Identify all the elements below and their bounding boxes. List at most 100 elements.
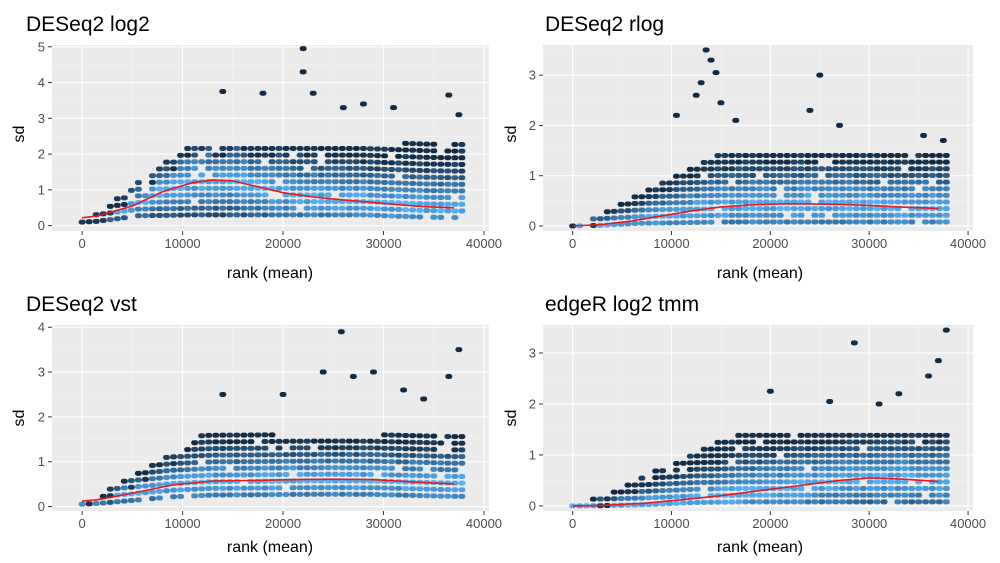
- hex-cell: [672, 193, 680, 199]
- hex-cell: [296, 145, 304, 151]
- hex-cell: [120, 478, 128, 484]
- y-axis-label: sd: [11, 126, 28, 143]
- hex-cell: [184, 199, 192, 205]
- hex-cell: [219, 459, 227, 465]
- hex-cell: [395, 207, 403, 213]
- hex-cell: [163, 468, 171, 474]
- hex-cell: [310, 458, 318, 464]
- hex-cell: [352, 491, 360, 497]
- hex-cell: [324, 192, 332, 198]
- hex-cell: [444, 195, 452, 201]
- hex-cell: [880, 446, 888, 452]
- hex-cell: [942, 472, 950, 478]
- hex-cell: [728, 466, 736, 472]
- hex-cell: [345, 491, 353, 497]
- hex-cell: [672, 206, 680, 212]
- hex-cell: [191, 453, 199, 459]
- hex-cell: [261, 452, 269, 458]
- hex-cell: [721, 499, 729, 505]
- hex-cell: [148, 482, 156, 488]
- hex-cell: [755, 219, 763, 225]
- hex-cell: [928, 499, 936, 505]
- hex-cell: [366, 192, 374, 198]
- hex-cell: [331, 438, 339, 444]
- hex-cell: [839, 472, 847, 478]
- hex-cell: [366, 458, 374, 464]
- hex-cell: [205, 165, 213, 171]
- hex-cell: [212, 199, 220, 205]
- hex-cell: [233, 492, 241, 498]
- hex-cell: [430, 466, 438, 472]
- hex-cell: [901, 179, 909, 185]
- hex-cell: [825, 219, 833, 225]
- hex-cell: [388, 452, 396, 458]
- hex-cell: [212, 492, 220, 498]
- hex-cell: [402, 486, 410, 492]
- hex-cell: [762, 199, 770, 205]
- hex-cell: [184, 159, 192, 165]
- hex-cell: [852, 179, 860, 185]
- hex-cell: [659, 180, 667, 186]
- hex-cell: [423, 148, 431, 154]
- x-tick-label: 40000: [466, 236, 502, 251]
- hex-cell: [852, 446, 860, 452]
- hex-cell: [797, 153, 805, 159]
- hex-cell: [247, 485, 255, 491]
- hex-cell: [366, 159, 374, 165]
- hex-cell: [388, 459, 396, 465]
- hex-cell: [928, 192, 936, 198]
- hex-cell: [430, 154, 438, 160]
- hex-cell: [652, 488, 660, 494]
- hex-cell: [359, 212, 367, 218]
- hex-cell: [693, 480, 701, 486]
- hex-cell: [289, 485, 297, 491]
- hex-cell: [205, 446, 213, 452]
- hex-cell: [693, 493, 701, 499]
- hex-cell: [198, 486, 206, 492]
- hex-cell: [282, 179, 290, 185]
- hex-cell: [289, 165, 297, 171]
- hex-cell: [749, 432, 757, 438]
- hex-cell: [762, 192, 770, 198]
- hex-cell: [310, 159, 318, 165]
- hex-cell: [268, 159, 276, 165]
- hex-cell: [700, 499, 708, 505]
- hex-cell: [430, 181, 438, 187]
- hex-cell: [755, 479, 763, 485]
- hex-cell: [852, 186, 860, 192]
- outlier-hex: [692, 92, 700, 98]
- hex-cell: [859, 219, 867, 225]
- hex-cell: [359, 485, 367, 491]
- hex-cell: [762, 439, 770, 445]
- hex-cell: [942, 479, 950, 485]
- hex-cell: [99, 218, 107, 224]
- hex-cell: [859, 159, 867, 165]
- hex-cell: [928, 472, 936, 478]
- hex-cell: [134, 206, 142, 212]
- hex-cell: [261, 472, 269, 478]
- hex-cell: [617, 215, 625, 221]
- hex-cell: [416, 486, 424, 492]
- hex-cell: [184, 453, 192, 459]
- hex-cell: [928, 446, 936, 452]
- hex-cell: [268, 205, 276, 211]
- hex-cell: [908, 439, 916, 445]
- hex-cell: [832, 472, 840, 478]
- hex-cell: [444, 148, 452, 154]
- hex-cell: [908, 159, 916, 165]
- hex-cell: [296, 165, 304, 171]
- hex-cell: [928, 219, 936, 225]
- hex-cell: [381, 193, 389, 199]
- outlier-hex: [455, 347, 463, 353]
- hex-cell: [749, 219, 757, 225]
- x-tick-label: 30000: [851, 236, 887, 251]
- hex-cell: [303, 205, 311, 211]
- hex-cell: [804, 219, 812, 225]
- hex-cell: [148, 206, 156, 212]
- hex-cell: [331, 165, 339, 171]
- hex-cell: [735, 466, 743, 472]
- hex-cell: [797, 206, 805, 212]
- hex-cell: [254, 459, 262, 465]
- hex-cell: [922, 452, 930, 458]
